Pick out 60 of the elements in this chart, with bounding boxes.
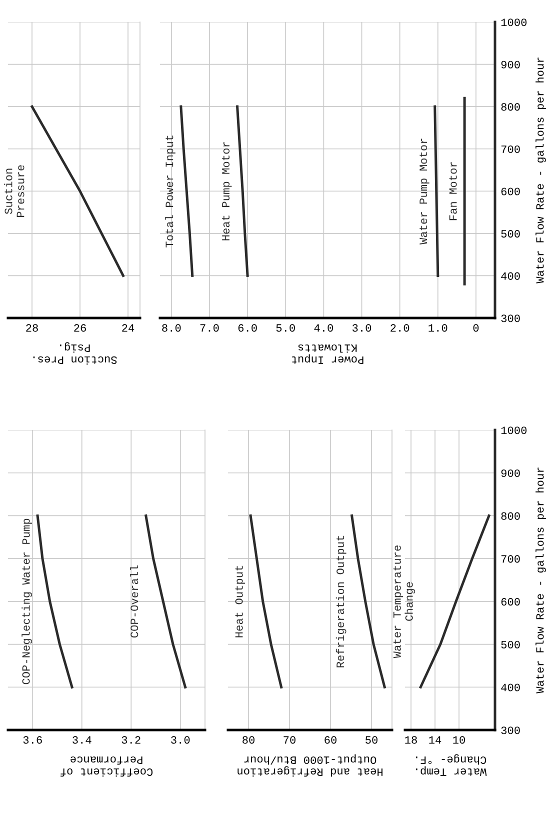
y-tick-label: 600 xyxy=(501,598,520,606)
y-tick-label: 800 xyxy=(501,103,520,111)
x-tick-label: 10 xyxy=(453,736,465,744)
y-tick-label: 900 xyxy=(501,60,520,68)
y-axis-title: Water Flow Rate - gallons per hour xyxy=(536,468,546,694)
y-tick-label: 300 xyxy=(501,314,520,322)
text: Refrigeration Output xyxy=(336,536,346,668)
line-series xyxy=(434,105,440,277)
x-tick-label: 26 xyxy=(74,324,86,332)
x-tick-label: 3.0 xyxy=(171,736,190,744)
x-tick-label: 80 xyxy=(242,736,254,744)
x-tick-label: 14 xyxy=(429,736,442,744)
x-tick-label: 18 xyxy=(405,736,417,744)
y-tick-label: 300 xyxy=(501,726,520,734)
line-series xyxy=(180,105,194,277)
x-tick-label: 3.0 xyxy=(352,324,372,332)
x-axis-title: Suction Pres. Psig. xyxy=(33,342,117,365)
x-tick-label: 28 xyxy=(26,324,38,332)
text: Water Temperature Change xyxy=(393,545,416,658)
x-axis-title: Water Temp. Change- °F. xyxy=(416,754,487,776)
x-tick-label: 4.0 xyxy=(314,324,334,332)
x-tick-label: 60 xyxy=(324,736,336,744)
x-tick-label: 7.0 xyxy=(200,324,219,332)
y-tick-label: 800 xyxy=(501,512,520,520)
y-tick-label: 500 xyxy=(501,230,520,238)
text: Suction Pressure xyxy=(4,165,24,217)
x-axis-title: Power Input Kilowatts xyxy=(292,344,364,364)
x-tick-label: 6.0 xyxy=(238,324,257,332)
y-tick-label: 700 xyxy=(501,555,520,563)
x-tick-label: 1.0 xyxy=(428,324,448,332)
line-series xyxy=(419,514,490,688)
x-tick-label: 2.0 xyxy=(390,324,410,332)
x-axis-title: Heat and Refrigeration Output-1000 Btu/hour xyxy=(238,754,382,777)
x-tick-label: 3.6 xyxy=(23,736,42,744)
text: COP-Neglecting Water Pump xyxy=(22,518,32,684)
text: Heat Output xyxy=(235,566,245,638)
y-tick-label: 700 xyxy=(501,145,520,153)
y-tick-label: 400 xyxy=(501,684,520,692)
x-tick-label: 24 xyxy=(122,324,134,332)
x-tick-label: 3.4 xyxy=(72,736,92,744)
x-tick-label: 70 xyxy=(284,736,296,744)
y-tick-label: 1000 xyxy=(501,426,527,434)
y-tick-label: 500 xyxy=(501,640,520,648)
text: Total Power Input xyxy=(165,136,176,248)
text: COP-Overall xyxy=(130,565,138,638)
y-tick-label: 900 xyxy=(501,469,520,477)
text: Heat Pump Motor xyxy=(222,142,232,240)
y-tick-label: 400 xyxy=(501,272,520,280)
x-tick-label: 5.0 xyxy=(276,324,295,332)
x-tick-label: 3.2 xyxy=(122,736,140,744)
x-tick-label: 8.0 xyxy=(162,324,181,332)
x-tick-label: 0 xyxy=(473,324,479,332)
y-axis-title: Water Flow Rate - gallons per hour xyxy=(536,58,546,284)
x-tick-label: 50 xyxy=(366,736,378,744)
y-tick-label: 600 xyxy=(501,188,520,196)
y-tick-label: 1000 xyxy=(501,18,527,26)
text: Fan Motor xyxy=(449,162,457,220)
x-axis-title: Coefficient of Performance xyxy=(60,756,153,777)
line-series xyxy=(236,105,249,277)
text: Water Pump Motor xyxy=(420,138,430,244)
